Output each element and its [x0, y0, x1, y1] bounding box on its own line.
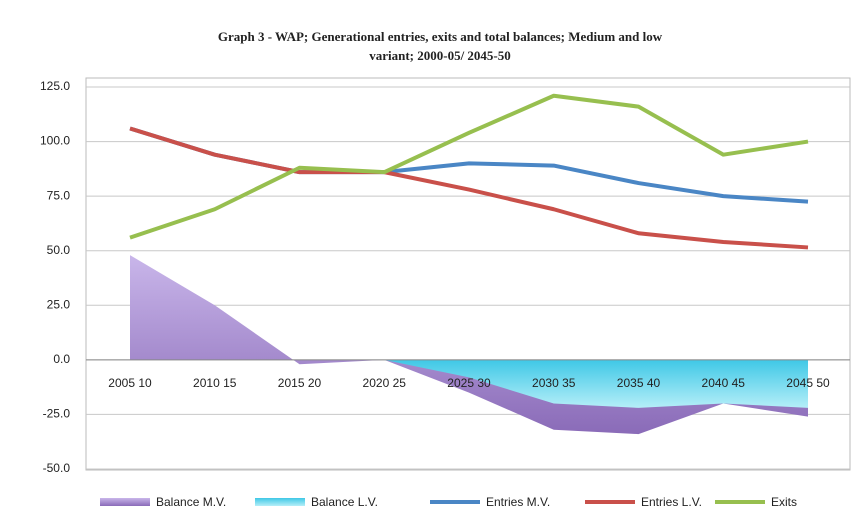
x-tick-label: 2005 10: [108, 376, 152, 390]
legend-swatch: [100, 498, 150, 506]
x-tick-label: 2020 25: [363, 376, 407, 390]
y-tick-label: -25.0: [43, 407, 71, 421]
legend-label: Exits: [771, 495, 797, 509]
y-tick-label: 50.0: [47, 243, 71, 257]
x-tick-label: 2035 40: [617, 376, 661, 390]
x-tick-label: 2010 15: [193, 376, 237, 390]
x-tick-label: 2045 50: [786, 376, 830, 390]
y-tick-label: 125.0: [40, 79, 70, 93]
x-tick-label: 2040 45: [702, 376, 746, 390]
legend-swatch: [255, 498, 305, 506]
x-tick-label: 2015 20: [278, 376, 322, 390]
chart-subtitle: variant; 2000-05/ 2045-50: [369, 48, 511, 63]
y-tick-label: 25.0: [47, 297, 71, 311]
area: [384, 359, 808, 408]
y-tick-label: 0.0: [53, 352, 70, 366]
y-tick-label: 100.0: [40, 134, 70, 148]
legend-label: Entries L.V.: [641, 495, 702, 509]
y-tick-label: 75.0: [47, 188, 71, 202]
legend-label: Balance M.V.: [156, 495, 226, 509]
legend-label: Entries M.V.: [486, 495, 550, 509]
chart-title: Graph 3 - WAP; Generational entries, exi…: [218, 29, 663, 44]
y-tick-label: -50.0: [43, 461, 71, 475]
plot-frame: [85, 77, 851, 471]
x-tick-label: 2030 35: [532, 376, 576, 390]
area: [130, 255, 808, 435]
x-tick-label: 2025 30: [447, 376, 491, 390]
legend-label: Balance L.V.: [311, 495, 378, 509]
line: [129, 126, 809, 250]
line: [129, 93, 809, 240]
